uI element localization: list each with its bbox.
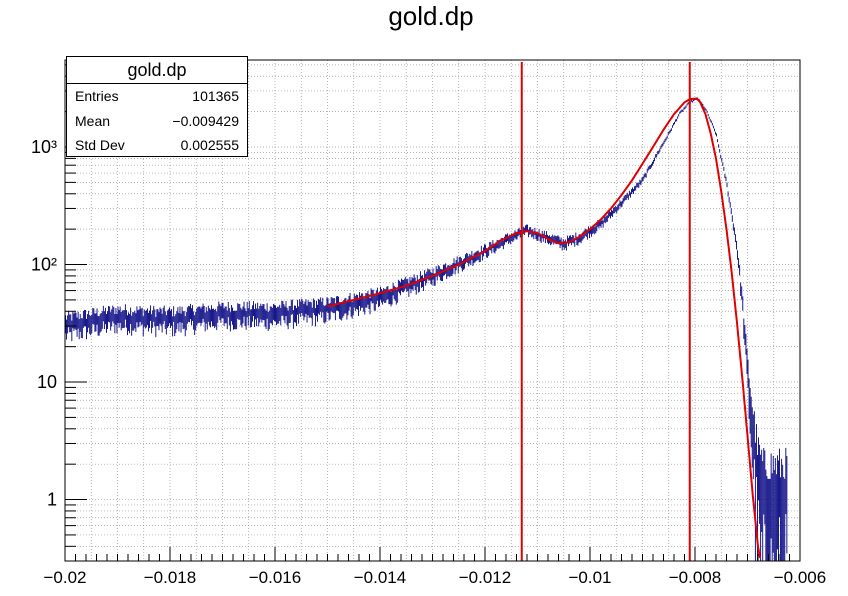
stats-row-entries: Entries 101365: [67, 84, 247, 109]
fit-curve: [327, 97, 762, 559]
y-tick-label: 1: [47, 490, 57, 510]
x-tick-label: −0.012: [459, 568, 511, 587]
x-tick-label: −0.018: [144, 568, 196, 587]
y-axis: 1 10 10² 10³: [31, 64, 87, 562]
stats-value: 0.002555: [180, 137, 239, 153]
y-tick-label: 10³: [31, 137, 57, 157]
stats-value: 101365: [192, 88, 239, 104]
marker-lines: [520, 62, 691, 561]
x-tick-label: −0.014: [354, 568, 406, 587]
stats-row-stddev: Std Dev 0.002555: [67, 133, 247, 158]
stats-label: Entries: [75, 88, 119, 104]
y-tick-label: 10²: [31, 255, 57, 275]
x-tick-label: −0.01: [568, 568, 611, 587]
stats-box: gold.dp Entries 101365 Mean −0.009429 St…: [66, 56, 248, 157]
x-tick-label: −0.02: [43, 568, 86, 587]
x-axis: −0.02 −0.018 −0.016 −0.014 −0.012 −0.01 −0.008…: [43, 547, 826, 587]
stats-title: gold.dp: [67, 57, 247, 84]
x-tick-label: −0.008: [669, 568, 721, 587]
fit-curve-series: [327, 97, 762, 559]
x-tick-label: −0.016: [249, 568, 301, 587]
chart-title: gold.dp: [388, 1, 473, 31]
y-tick-label: 10: [37, 372, 57, 392]
stats-value: −0.009429: [172, 112, 239, 129]
stats-label: Std Dev: [75, 137, 125, 153]
stats-row-mean: Mean −0.009429: [67, 109, 247, 134]
x-tick-label: −0.006: [774, 568, 826, 587]
histogram-series: [65, 97, 788, 561]
stats-label: Mean: [75, 112, 111, 129]
